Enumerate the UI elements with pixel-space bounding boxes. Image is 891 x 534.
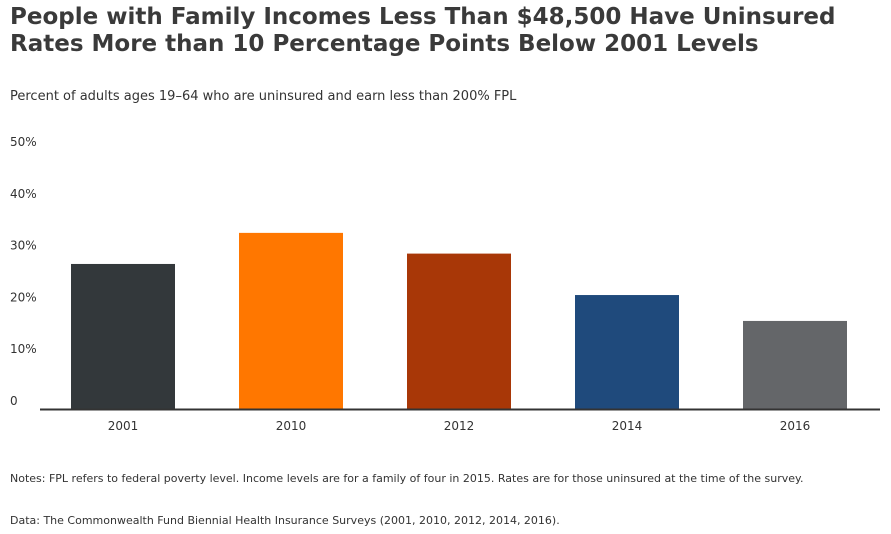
x-tick-label: 2010 <box>276 419 307 433</box>
chart-subtitle: Percent of adults ages 19–64 who are uni… <box>10 89 517 104</box>
y-tick-label: 30% <box>10 239 37 253</box>
y-tick-label: 0 <box>10 394 18 408</box>
chart-notes: Notes: FPL refers to federal poverty lev… <box>10 472 804 485</box>
y-tick-label: 10% <box>10 342 37 356</box>
bar-2014 <box>575 295 679 409</box>
x-tick-label: 2016 <box>780 419 811 433</box>
bar-2012 <box>407 253 511 409</box>
y-tick-label: 40% <box>10 187 37 201</box>
y-tick-label: 20% <box>10 290 37 304</box>
chart-data-source: Data: The Commonwealth Fund Biennial Hea… <box>10 514 560 527</box>
bar-2010 <box>239 232 343 409</box>
x-tick-label: 2014 <box>612 419 643 433</box>
bar-2001 <box>71 263 175 409</box>
bar-chart: 0 10% 20% 30% 40% 50% 2001 2010 2012 2014 2016 <box>10 135 880 433</box>
y-tick-label: 50% <box>10 135 37 149</box>
x-tick-label: 2001 <box>108 419 139 433</box>
chart-title: People with Family Incomes Less Than $48… <box>10 4 836 57</box>
x-tick-label: 2012 <box>444 419 475 433</box>
bar-2016 <box>743 320 847 409</box>
